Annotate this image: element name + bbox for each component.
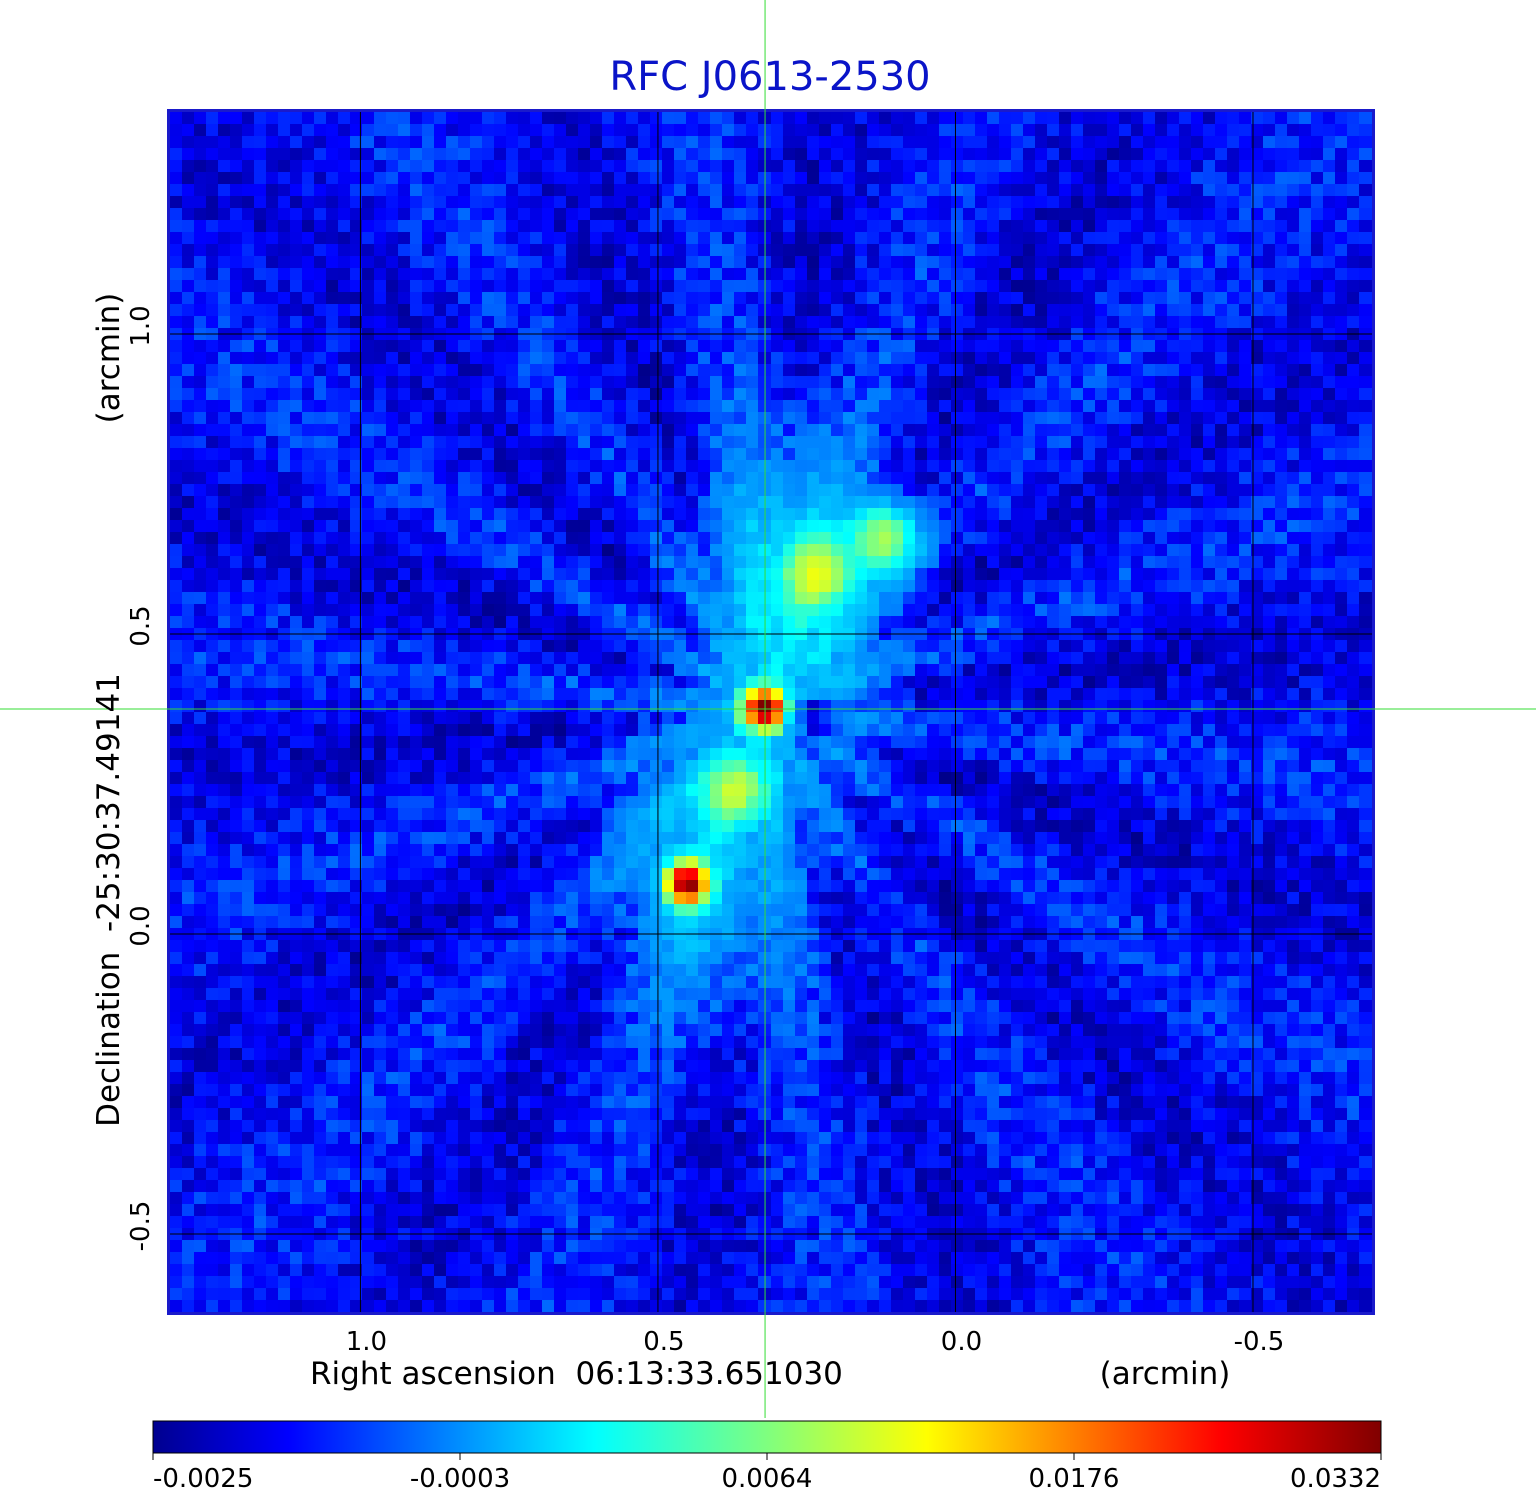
x-axis-unit: (arcmin) <box>1100 1356 1231 1392</box>
colorbar: -0.0025 -0.0003 0.0064 0.0176 0.0332 <box>152 1420 1382 1494</box>
plot-area <box>170 112 1372 1312</box>
y-tick-labels: -0.5 0.0 0.5 1.0 <box>126 305 156 1251</box>
y-tick-label: -0.5 <box>126 1201 156 1252</box>
x-tick-label: -0.5 <box>1234 1327 1285 1357</box>
grid-lines <box>170 112 1372 1312</box>
y-tick-label: 0.5 <box>126 605 156 646</box>
plot-frame <box>167 109 1375 1315</box>
y-tick-label: 1.0 <box>126 305 156 346</box>
colorbar-ticks: -0.0025 -0.0003 0.0064 0.0176 0.0332 <box>152 1453 1382 1494</box>
colorbar-gradient <box>152 1420 1382 1454</box>
colorbar-tick-label: 0.0332 <box>1290 1464 1381 1494</box>
x-tick-label: 1.0 <box>346 1327 387 1357</box>
x-axis-label: Right ascension 06:13:33.651030 <box>310 1356 843 1392</box>
crosshair <box>0 0 1536 1418</box>
chart-title: RFC J0613-2530 <box>609 54 930 100</box>
x-tick-label: 0.0 <box>941 1327 982 1357</box>
y-axis-label: Declination -25:30:37.49141 <box>91 673 127 1127</box>
colorbar-tick-label: -0.0003 <box>410 1464 510 1494</box>
colorbar-tick-label: -0.0025 <box>153 1464 253 1494</box>
x-tick-labels: 1.0 0.5 0.0 -0.5 <box>346 1327 1285 1357</box>
colorbar-tick-label: 0.0064 <box>722 1464 813 1494</box>
colorbar-tick-label: 0.0176 <box>1029 1464 1120 1494</box>
y-tick-label: 0.0 <box>126 905 156 946</box>
heatmap-image <box>170 112 1372 1312</box>
y-axis-unit: (arcmin) <box>91 293 127 424</box>
x-tick-label: 0.5 <box>643 1327 684 1357</box>
